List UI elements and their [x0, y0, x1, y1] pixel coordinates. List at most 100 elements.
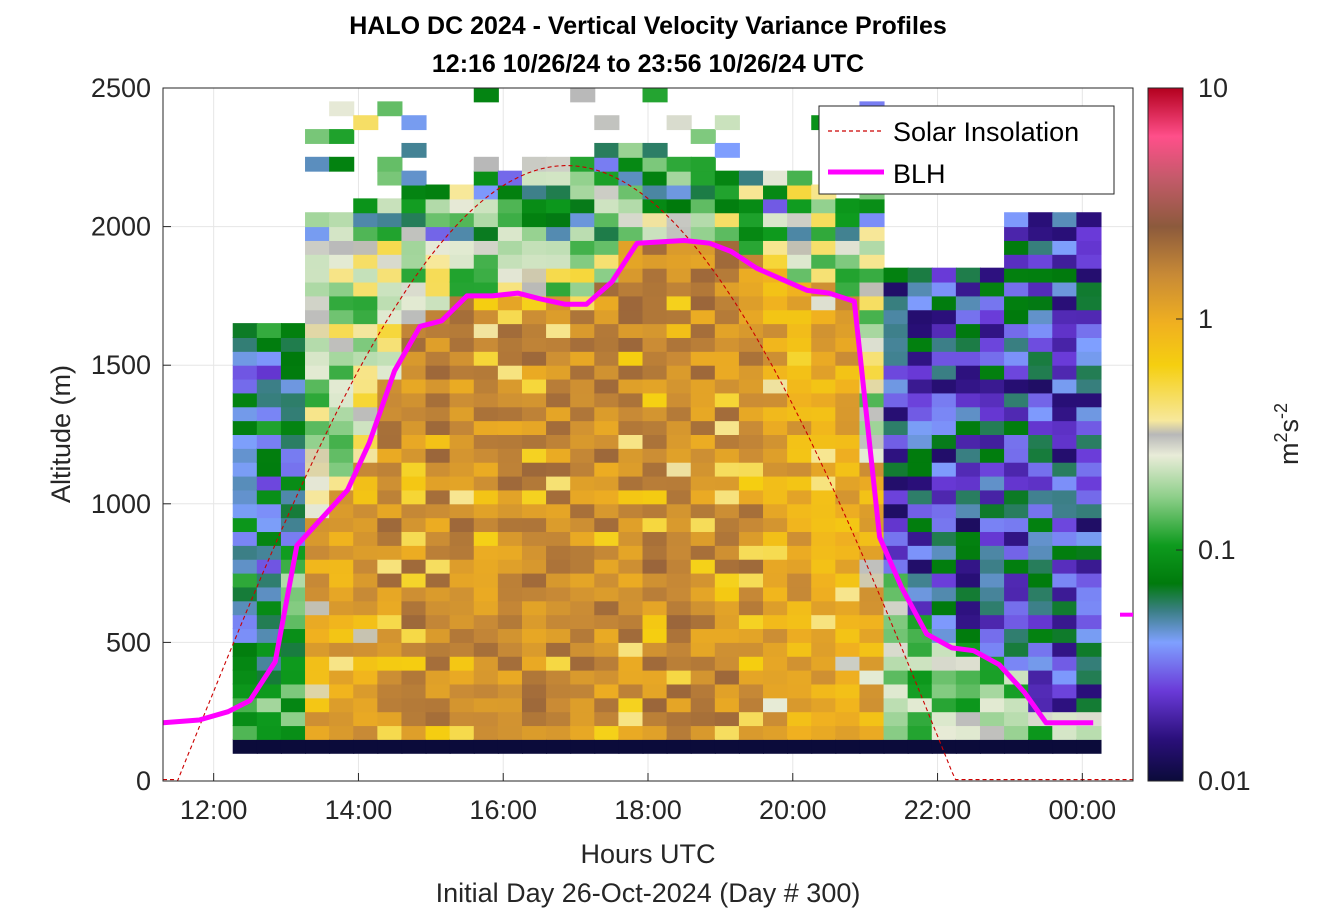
heatmap-cell	[738, 517, 765, 533]
heatmap-cell	[401, 447, 427, 463]
heatmap-cell	[666, 434, 692, 449]
heatmap-cell	[594, 142, 620, 158]
heatmap-cell	[738, 212, 765, 228]
heatmap-cell	[690, 323, 716, 338]
heatmap-cell	[1028, 281, 1054, 297]
heatmap-cell	[955, 531, 981, 546]
heatmap-cell	[835, 447, 861, 463]
heatmap-cell	[763, 461, 789, 477]
heatmap-cell	[1076, 447, 1102, 463]
heatmap-cell	[377, 655, 403, 671]
heatmap-cell	[232, 655, 258, 671]
heatmap-cell	[835, 475, 861, 491]
heatmap-cell	[1004, 434, 1030, 449]
heatmap-cell	[738, 323, 765, 338]
heatmap-cell	[329, 711, 355, 727]
heatmap-cell	[955, 697, 981, 713]
heatmap-cell	[497, 434, 523, 449]
heatmap-cell	[835, 336, 861, 352]
heatmap-cell	[521, 586, 548, 602]
heatmap-cell	[353, 309, 379, 325]
series-lines	[163, 165, 1133, 781]
heatmap-cell	[232, 738, 258, 754]
heatmap-cell	[329, 295, 355, 311]
heatmap-cell	[449, 517, 475, 533]
heatmap-cell	[955, 725, 981, 740]
heatmap-cell	[1004, 531, 1030, 546]
heatmap-cell	[979, 711, 1006, 727]
heatmap-cell	[497, 641, 523, 657]
heatmap-cell	[256, 725, 282, 740]
heatmap-cell	[835, 461, 861, 477]
heatmap-cell	[497, 738, 523, 754]
heatmap-cell	[907, 489, 933, 505]
heatmap-cell	[642, 628, 668, 643]
heatmap-cell	[763, 489, 789, 505]
heatmap-cell	[425, 725, 451, 740]
heatmap-cell	[473, 614, 499, 630]
y-tick-label: 2000	[91, 212, 151, 242]
heatmap-cell	[570, 600, 596, 616]
heatmap-cell	[738, 170, 765, 186]
heatmap-cell	[787, 212, 813, 228]
heatmap-cell	[931, 600, 957, 616]
heatmap-cell	[1004, 350, 1030, 366]
heatmap-cell	[955, 628, 981, 643]
heatmap-cell	[1076, 392, 1102, 408]
heatmap-cell	[714, 253, 740, 269]
heatmap-cell	[931, 364, 957, 380]
heatmap-cell	[859, 420, 885, 435]
heatmap-cell	[883, 725, 909, 740]
heatmap-cell	[401, 392, 427, 408]
heatmap-cell	[1004, 406, 1030, 422]
heatmap-cell	[1004, 392, 1030, 408]
heatmap-cell	[353, 364, 379, 380]
heatmap-cell	[931, 489, 957, 505]
heatmap-cell	[305, 697, 331, 713]
heatmap-cell	[714, 614, 740, 630]
heatmap-cell	[859, 738, 885, 754]
heatmap-cell	[305, 392, 331, 408]
heatmap-cell	[1028, 406, 1054, 422]
heatmap-cell	[473, 489, 499, 505]
colorbar-tick-label: 0.1	[1198, 535, 1236, 565]
heatmap-cell	[714, 309, 740, 325]
heatmap-cell	[787, 558, 813, 574]
heatmap-cell	[690, 184, 716, 200]
heatmap-cell	[497, 600, 523, 616]
heatmap-cell	[377, 711, 403, 727]
heatmap-cell	[329, 253, 355, 269]
heatmap-cell	[449, 239, 475, 255]
heatmap-cell	[497, 531, 523, 546]
heatmap-cell	[594, 184, 620, 200]
heatmap-cell	[618, 517, 644, 533]
heatmap-cell	[955, 475, 981, 491]
heatmap-cell	[1028, 253, 1054, 269]
heatmap-cell	[763, 655, 789, 671]
heatmap-cell	[642, 669, 668, 685]
heatmap-cell	[907, 447, 933, 463]
heatmap-cell	[401, 212, 427, 228]
heatmap-cell	[1004, 544, 1030, 560]
heatmap-cell	[666, 489, 692, 505]
heatmap-cell	[738, 364, 765, 380]
heatmap-cell	[859, 239, 885, 255]
heatmap-cell	[329, 392, 355, 408]
heatmap-cell	[546, 406, 572, 422]
heatmap-cell	[714, 170, 740, 186]
heatmap-cell	[907, 295, 933, 311]
heatmap-cell	[329, 226, 355, 241]
heatmap-cell	[473, 725, 499, 740]
heatmap-cell	[1052, 683, 1078, 699]
heatmap-cell	[570, 572, 596, 588]
heatmap-cell	[256, 738, 282, 754]
heatmap-cell	[546, 655, 572, 671]
heatmap-cell	[931, 461, 957, 477]
heatmap-cell	[811, 212, 837, 228]
heatmap-cell	[931, 295, 957, 311]
heatmap-cell	[305, 475, 331, 491]
heatmap-cell	[714, 558, 740, 574]
heatmap-cell	[763, 184, 789, 200]
heatmap-cell	[835, 517, 861, 533]
heatmap-cell	[1076, 725, 1102, 740]
